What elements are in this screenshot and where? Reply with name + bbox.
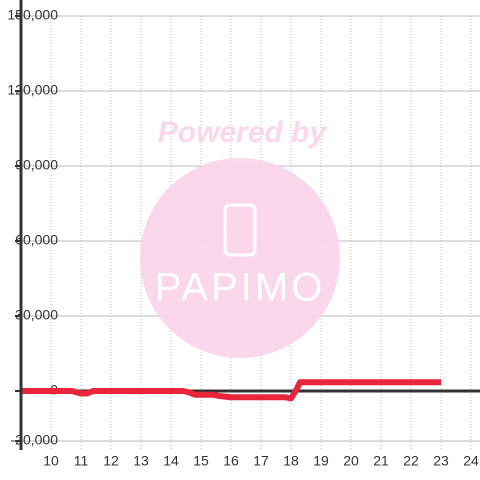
y-tick-label: 120,000 [7,82,58,98]
x-tick-label: 17 [253,453,269,469]
watermark-icon [223,203,257,257]
x-tick-label: 21 [373,453,389,469]
watermark-text: PAPIMO [155,266,326,310]
x-tick-label: 23 [433,453,449,469]
x-tick-label: 14 [163,453,179,469]
x-tick-label: 19 [313,453,329,469]
y-tick-label: 60,000 [15,232,58,248]
series-line [21,379,441,402]
x-tick-label: 15 [193,453,209,469]
x-tick-label: 12 [103,453,119,469]
watermark-circle [140,158,340,358]
y-tick-label: 150,000 [7,7,58,23]
watermark-text: Powered by [158,116,328,149]
y-tick-label: 90,000 [15,157,58,173]
x-tick-label: 11 [74,453,89,469]
x-tick-label: 16 [223,453,239,469]
x-tick-label: 20 [343,453,359,469]
watermark: Powered by PAPIMO [140,116,340,358]
x-tick-label: 24 [463,453,479,469]
x-tick-label: 10 [43,453,59,469]
x-tick-label: 18 [283,453,299,469]
x-tick-label: 22 [403,453,419,469]
x-tick-label: 13 [133,453,149,469]
y-tick-label: -20,000 [11,432,59,448]
y-tick-label: 30,000 [15,307,58,323]
